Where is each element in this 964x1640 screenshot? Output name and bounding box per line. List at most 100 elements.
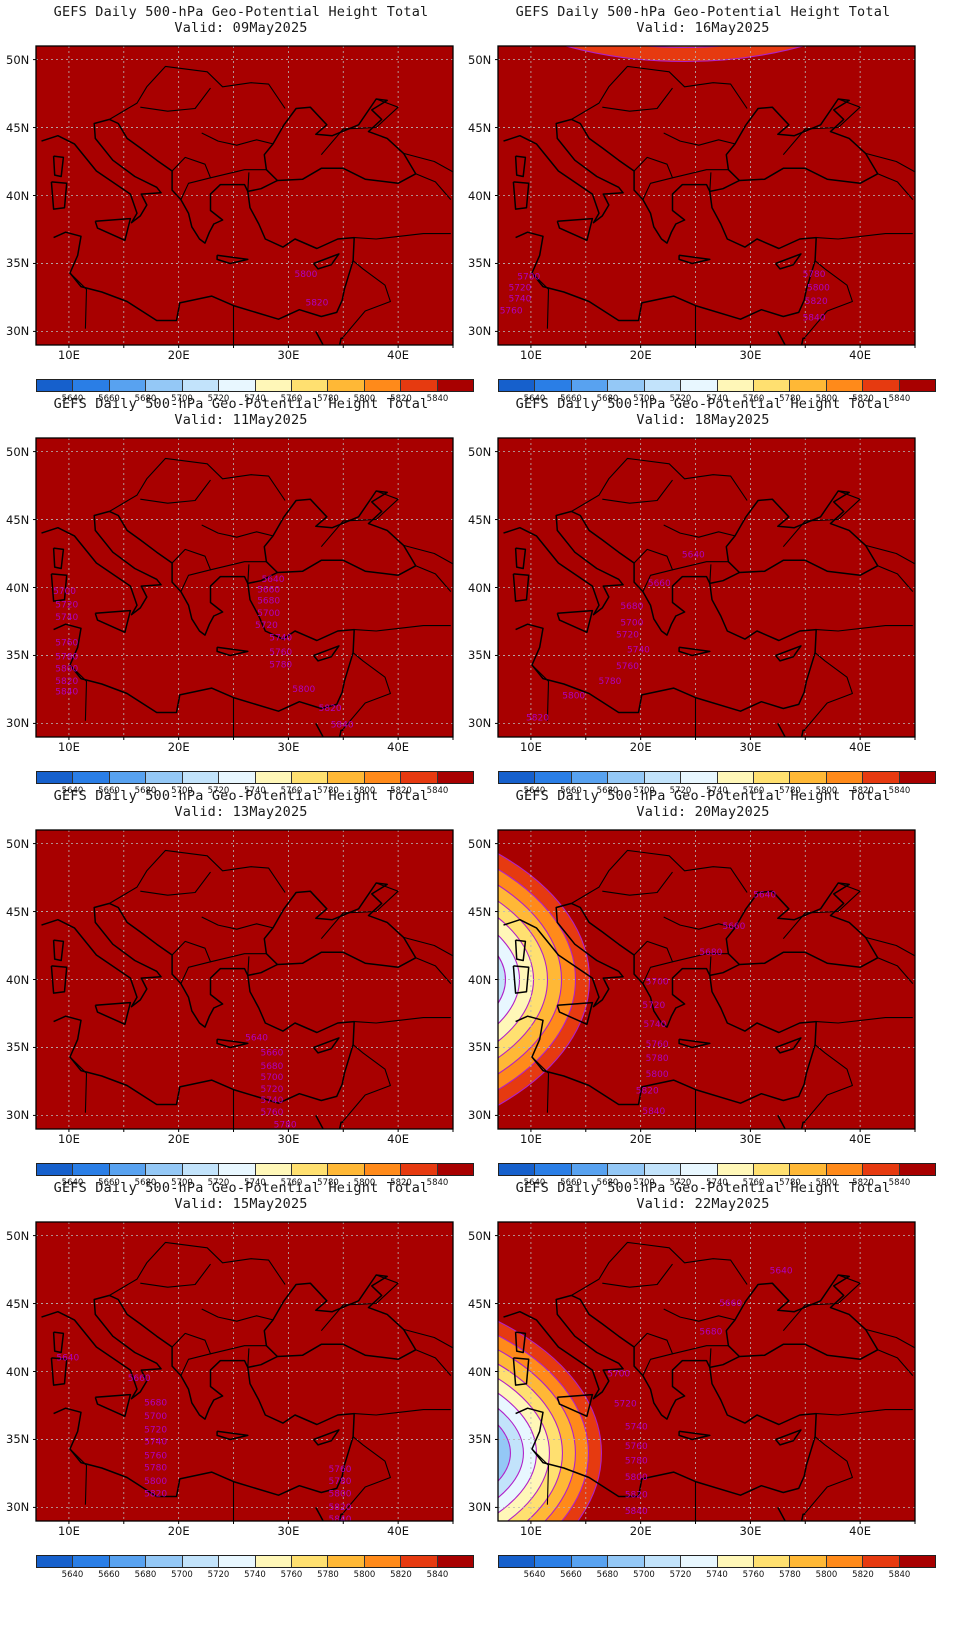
country-border: [877, 565, 914, 592]
contour-label: 5720: [614, 1400, 637, 1410]
coastline: [775, 253, 802, 270]
contour-label: 5800: [292, 685, 315, 695]
coastline: [216, 1430, 249, 1441]
height-band: [498, 46, 915, 345]
colorbar: [498, 379, 936, 392]
coastline: [777, 1115, 806, 1129]
colorbar-swatch: [109, 1556, 147, 1567]
country-border: [865, 1328, 915, 1349]
country-border: [109, 65, 286, 120]
colorbar-label: 5740: [244, 394, 266, 404]
height-band: [462, 0, 913, 6]
colorbar-label: 5640: [61, 1178, 84, 1188]
longitude-label: 30E: [739, 740, 762, 754]
longitude-label: 10E: [519, 1132, 542, 1146]
contour-label: 5640: [262, 575, 285, 585]
contour-label: 5760: [646, 1040, 669, 1050]
colorbar-swatch: [535, 1556, 572, 1567]
colorbar-label: 5680: [596, 786, 619, 796]
latitude-label: 45N: [468, 904, 492, 919]
contour-label: 5820: [625, 1491, 648, 1501]
country-border: [341, 652, 391, 731]
longitude-label: 20E: [629, 740, 652, 754]
longitude-label: 20E: [629, 348, 652, 362]
colorbar-swatch: [899, 1164, 936, 1175]
colorbar-label: 5740: [706, 1570, 728, 1580]
latitude-label: 40N: [6, 580, 30, 595]
contour-label: 5780: [646, 1054, 669, 1064]
colorbar-label: 5700: [633, 394, 655, 404]
height-band: [36, 830, 453, 1129]
coastline: [313, 253, 340, 270]
longitude-label: 20E: [167, 348, 190, 362]
contour-label: 5640: [56, 1353, 79, 1363]
coastline: [942, 1338, 944, 1394]
coastline: [94, 1393, 132, 1418]
country-border: [633, 156, 674, 200]
country-border: [140, 1263, 211, 1288]
contour-label: 5640: [682, 550, 705, 560]
colorbar: [36, 771, 474, 784]
panel-valid-date: Valid: 16May2025: [636, 20, 770, 36]
colorbar-label: 5800: [815, 1178, 838, 1188]
coastline: [678, 646, 711, 657]
map-svg: 5640 5660 5680 5700 5720 5740 5760 5780 5800 5820…: [495, 1221, 944, 1524]
colorbar-label: 5760: [280, 1178, 303, 1188]
colorbar-label: 5780: [317, 394, 339, 404]
colorbar-swatch: [535, 772, 572, 783]
colorbar-label: 5760: [742, 394, 765, 404]
coastline: [52, 547, 65, 570]
colorbar-swatch: [535, 380, 572, 391]
colorbar-label: 5840: [888, 786, 911, 796]
country-border: [201, 524, 274, 538]
country-border: [531, 272, 550, 329]
colorbar-swatch: [328, 772, 365, 783]
country-border: [531, 1056, 550, 1113]
country-border: [415, 173, 452, 200]
contour-label: 5780: [598, 677, 621, 687]
panel-valid-date: Valid: 09May2025: [174, 20, 308, 36]
map-panel: GEFS Daily 500-hPa Geo-Potential Height …: [462, 392, 944, 802]
contour-label: 5680: [144, 1398, 167, 1408]
country-border: [415, 1349, 452, 1376]
contour-line: [498, 884, 562, 1075]
panel-valid-date: Valid: 18May2025: [636, 412, 770, 428]
colorbar-swatch: [826, 1556, 864, 1567]
colorbar-label: 5720: [207, 1570, 230, 1580]
country-border: [672, 953, 729, 963]
colorbar-label: 5640: [523, 786, 546, 796]
country-border: [803, 652, 853, 731]
latitude-label: 30N: [6, 716, 30, 731]
colorbar-swatch: [73, 380, 110, 391]
contour-label: 5720: [616, 631, 639, 641]
contour-label: 5820: [55, 677, 78, 687]
colorbar-swatch: [535, 1164, 572, 1175]
contour-label: 5800: [807, 283, 830, 293]
latitude-label: 30N: [6, 1108, 30, 1123]
colorbar-swatch: [328, 380, 365, 391]
contour-label: 5640: [245, 1033, 268, 1043]
colorbar-swatch: [255, 1556, 292, 1567]
colorbar-swatch: [291, 1164, 329, 1175]
latitude-label: 30N: [6, 1500, 30, 1515]
colorbar-swatch: [219, 1164, 256, 1175]
colorbar-swatch: [291, 772, 329, 783]
country-border: [877, 957, 914, 984]
longitude-label: 30E: [277, 348, 300, 362]
colorbar-swatch: [401, 772, 438, 783]
coastline: [503, 902, 624, 1008]
contour-label: 5640: [770, 1266, 793, 1276]
colorbar-label: 5760: [742, 1178, 765, 1188]
panel-title: GEFS Daily 500-hPa Geo-Potential Height …: [515, 4, 891, 20]
country-border: [602, 1263, 673, 1288]
contour-label: 5660: [648, 579, 671, 589]
country-border: [210, 169, 267, 179]
contour-label: 5680: [260, 1062, 283, 1072]
country-border: [247, 956, 250, 976]
colorbar-label: 5760: [280, 786, 303, 796]
latitude-label: 35N: [6, 1040, 30, 1055]
country-border: [633, 1332, 674, 1376]
country-border: [865, 152, 915, 173]
